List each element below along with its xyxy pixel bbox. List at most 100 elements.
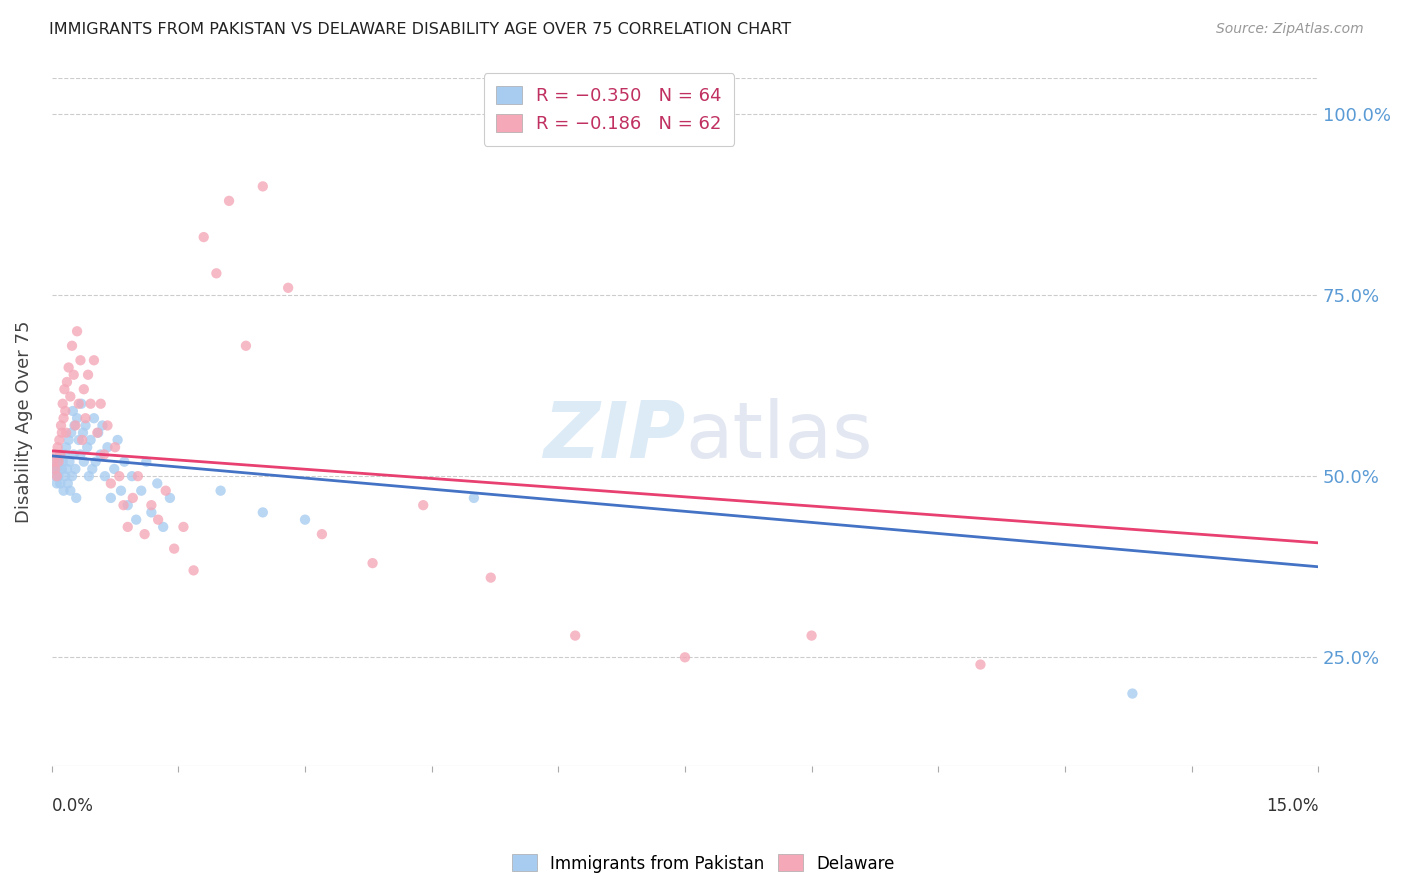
Point [45,447,67,461]
Point [65,491,87,505]
Point [55,425,77,440]
Point [294,513,316,527]
Point [48,469,70,483]
Point [60,339,83,353]
Point [83,353,105,368]
Point [94,469,117,483]
Point [277,281,299,295]
Point [800,629,823,643]
Point [159,491,181,505]
Point [96,418,118,433]
Point [86,425,108,440]
Point [44,469,66,483]
Point [87,425,110,440]
Point [48,433,70,447]
Point [51,425,73,440]
Point [209,483,232,498]
Point [55,440,77,454]
Point [129,483,152,498]
Point [90,447,112,461]
Point [65,418,87,433]
Point [66,411,89,425]
Point [252,505,274,519]
Point [62,368,84,382]
Point [969,657,991,672]
Point [163,541,186,556]
Point [82,462,104,476]
Point [73,382,96,396]
Point [46,440,69,454]
Point [75,418,97,433]
Point [673,650,696,665]
Point [463,491,485,505]
Point [56,375,79,389]
Text: 0.0%: 0.0% [52,797,94,814]
Point [103,462,125,476]
Point [112,455,135,469]
Point [67,397,90,411]
Point [183,563,205,577]
Point [49,418,72,433]
Point [59,389,82,403]
Point [127,469,149,483]
Point [76,440,98,454]
Point [141,498,163,512]
Point [59,483,82,498]
Point [45,476,67,491]
Point [48,455,70,469]
Point [93,447,115,461]
Point [146,476,169,491]
Point [53,447,76,461]
Point [79,397,101,411]
Point [46,462,69,476]
Point [193,230,215,244]
Point [53,382,76,396]
Legend: Immigrants from Pakistan, Delaware: Immigrants from Pakistan, Delaware [505,847,901,880]
Point [141,505,163,519]
Point [69,353,91,368]
Point [412,498,434,512]
Point [42,455,65,469]
Point [49,476,72,491]
Point [56,476,79,491]
Point [44,462,66,476]
Point [110,483,132,498]
Text: 15.0%: 15.0% [1265,797,1319,814]
Point [107,433,129,447]
Point [58,455,80,469]
Point [104,440,127,454]
Point [42,462,65,476]
Y-axis label: Disability Age Over 75: Disability Age Over 75 [15,320,32,523]
Point [58,360,80,375]
Legend: R = −0.350   N = 64, R = −0.186   N = 62: R = −0.350 N = 64, R = −0.186 N = 62 [484,73,734,146]
Point [69,447,91,461]
Point [49,447,72,461]
Point [49,447,72,461]
Point [83,411,105,425]
Point [65,462,87,476]
Point [60,425,83,440]
Point [48,455,70,469]
Point [108,469,131,483]
Point [112,498,135,512]
Point [75,411,97,425]
Point [117,520,139,534]
Point [125,513,148,527]
Point [479,571,502,585]
Point [361,556,384,570]
Point [235,339,257,353]
Point [56,462,79,476]
Point [172,520,194,534]
Point [52,397,75,411]
Text: ZIP: ZIP [543,398,685,474]
Point [252,179,274,194]
Point [67,433,90,447]
Point [53,404,76,418]
Point [72,425,94,440]
Point [91,418,114,433]
Point [96,440,118,454]
Point [45,469,67,483]
Point [311,527,333,541]
Point [73,455,96,469]
Point [51,462,73,476]
